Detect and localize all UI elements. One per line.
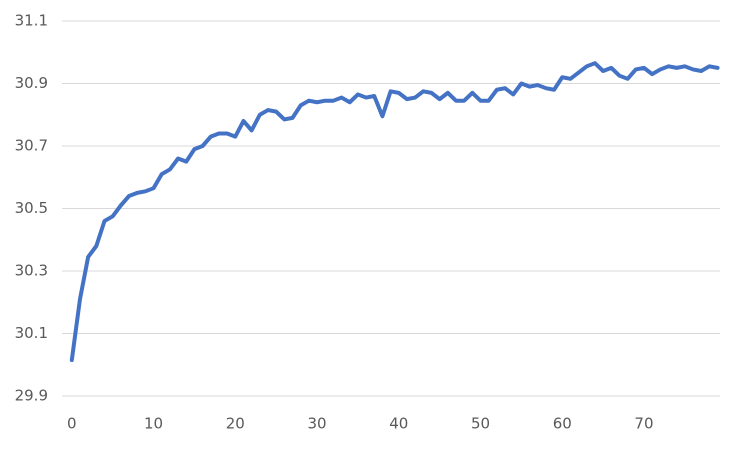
x-tick-label: 50 xyxy=(471,415,490,433)
y-tick-label: 30.7 xyxy=(15,137,48,155)
y-tick-label: 30.1 xyxy=(15,324,48,342)
x-tick-label: 60 xyxy=(553,415,572,433)
x-tick-label: 0 xyxy=(67,415,77,433)
data-line xyxy=(69,61,720,363)
y-tick-label: 30.3 xyxy=(15,262,48,280)
x-tick-label: 30 xyxy=(307,415,326,433)
x-tick-label: 70 xyxy=(634,415,653,433)
x-tick-label: 20 xyxy=(226,415,245,433)
x-tick-label: 10 xyxy=(144,415,163,433)
y-tick-label: 30.5 xyxy=(15,199,48,217)
x-tick-label: 40 xyxy=(389,415,408,433)
y-tick-label: 31.1 xyxy=(15,12,48,30)
y-tick-label: 30.9 xyxy=(15,74,48,92)
y-tick-label: 29.9 xyxy=(15,387,48,405)
